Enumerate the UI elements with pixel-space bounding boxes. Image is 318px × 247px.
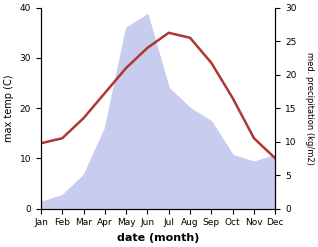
Y-axis label: med. precipitation (kg/m2): med. precipitation (kg/m2) (305, 52, 314, 165)
Y-axis label: max temp (C): max temp (C) (4, 74, 14, 142)
X-axis label: date (month): date (month) (117, 233, 199, 243)
